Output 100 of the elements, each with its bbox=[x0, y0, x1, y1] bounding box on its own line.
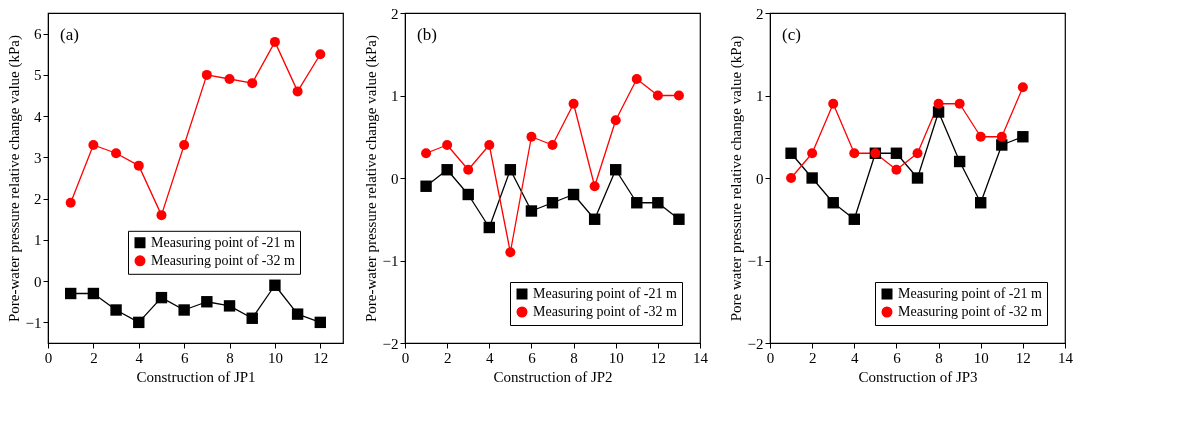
point bbox=[463, 164, 474, 175]
point bbox=[462, 188, 474, 201]
x-tick-label: 2 bbox=[443, 349, 452, 366]
point bbox=[933, 98, 944, 109]
y-tick-label: 1 bbox=[756, 88, 764, 104]
point bbox=[673, 90, 684, 101]
point bbox=[890, 147, 903, 159]
y-tick-label: 2 bbox=[391, 5, 399, 22]
y-axis-title: Pore-water pressure relative change value (kPa) bbox=[362, 35, 380, 322]
y-tick-label: 3 bbox=[34, 149, 42, 166]
x-tick-label: 2 bbox=[90, 349, 98, 366]
point bbox=[786, 173, 797, 183]
point bbox=[547, 140, 558, 150]
y-tick-label: −2 bbox=[747, 335, 764, 352]
point bbox=[827, 197, 839, 209]
point bbox=[87, 287, 100, 300]
legend-label: Measuring point of -32 m bbox=[151, 252, 295, 268]
point bbox=[631, 197, 643, 209]
point bbox=[246, 312, 258, 324]
point bbox=[269, 36, 280, 47]
point bbox=[996, 131, 1007, 142]
point bbox=[610, 115, 621, 126]
x-tick-label: 2 bbox=[808, 349, 817, 366]
x-tick-label: 12 bbox=[313, 349, 329, 366]
point bbox=[442, 140, 453, 150]
point bbox=[441, 164, 453, 176]
y-tick-label: −1 bbox=[25, 314, 42, 331]
point bbox=[567, 188, 580, 201]
point bbox=[504, 164, 517, 176]
point bbox=[588, 213, 601, 225]
x-tick-label: 12 bbox=[1015, 349, 1031, 366]
y-tick-label: 5 bbox=[34, 67, 42, 84]
y-tick-label: 6 bbox=[34, 26, 42, 43]
point bbox=[546, 197, 559, 209]
point bbox=[155, 291, 168, 304]
point bbox=[484, 140, 495, 150]
point bbox=[483, 221, 495, 234]
point bbox=[247, 78, 258, 89]
point bbox=[849, 148, 860, 159]
annotation: (c) bbox=[782, 25, 801, 44]
y-tick-label: 2 bbox=[756, 5, 764, 22]
point bbox=[421, 148, 432, 159]
point bbox=[505, 247, 516, 258]
point bbox=[111, 148, 122, 159]
point bbox=[975, 197, 987, 209]
point bbox=[88, 140, 99, 150]
y-tick-label: 1 bbox=[34, 232, 42, 249]
x-tick-label: 8 bbox=[570, 349, 578, 366]
point bbox=[223, 300, 236, 312]
y-tick-label: 0 bbox=[756, 170, 764, 187]
point bbox=[975, 131, 986, 142]
x-tick-label: 14 bbox=[1058, 349, 1074, 366]
y-tick-label: −2 bbox=[382, 335, 399, 352]
x-tick-label: 6 bbox=[528, 349, 537, 366]
point bbox=[65, 197, 76, 208]
point bbox=[1017, 131, 1029, 143]
point bbox=[807, 148, 818, 159]
x-tick-label: 4 bbox=[135, 349, 144, 366]
point bbox=[610, 164, 622, 176]
x-tick-label: 10 bbox=[608, 349, 624, 366]
point bbox=[912, 148, 923, 159]
y-tick-label: 0 bbox=[34, 273, 42, 290]
legend-label: Measuring point of -32 m bbox=[898, 304, 1042, 319]
point bbox=[110, 304, 122, 316]
y-tick-label: 0 bbox=[391, 170, 399, 187]
x-tick-label: 14 bbox=[693, 349, 709, 366]
x-axis-title: Construction of JP1 bbox=[136, 368, 256, 385]
point bbox=[178, 304, 190, 316]
legend-label: Measuring point of -21 m bbox=[533, 286, 677, 301]
point bbox=[315, 49, 326, 60]
point bbox=[806, 172, 818, 184]
x-tick-label: 6 bbox=[180, 349, 189, 366]
point bbox=[911, 172, 924, 184]
point bbox=[785, 147, 797, 159]
point bbox=[420, 180, 432, 192]
legend-label: Measuring point of -32 m bbox=[533, 304, 677, 319]
point bbox=[156, 210, 167, 221]
point bbox=[314, 316, 327, 329]
legend-label: Measuring point of -21 m bbox=[898, 286, 1042, 301]
x-tick-label: 6 bbox=[893, 349, 902, 366]
point bbox=[179, 140, 190, 150]
point bbox=[133, 160, 144, 171]
x-tick-label: 8 bbox=[226, 349, 234, 366]
point bbox=[953, 155, 966, 168]
point bbox=[631, 74, 642, 84]
point bbox=[292, 86, 303, 97]
x-axis-title: Construction of JP3 bbox=[858, 368, 978, 385]
y-tick-label: −1 bbox=[382, 253, 399, 269]
point bbox=[201, 69, 212, 80]
point bbox=[652, 197, 664, 209]
point bbox=[828, 98, 839, 109]
x-tick-label: 12 bbox=[650, 349, 666, 366]
y-tick-label: −1 bbox=[747, 253, 764, 269]
point bbox=[133, 316, 145, 329]
point bbox=[64, 287, 77, 300]
point bbox=[652, 90, 663, 101]
point bbox=[673, 213, 685, 225]
legend-label: Measuring point of -21 m bbox=[151, 234, 295, 250]
y-axis-title: Pore-water pressure relative change value (kPa) bbox=[5, 35, 23, 322]
point bbox=[269, 279, 281, 291]
